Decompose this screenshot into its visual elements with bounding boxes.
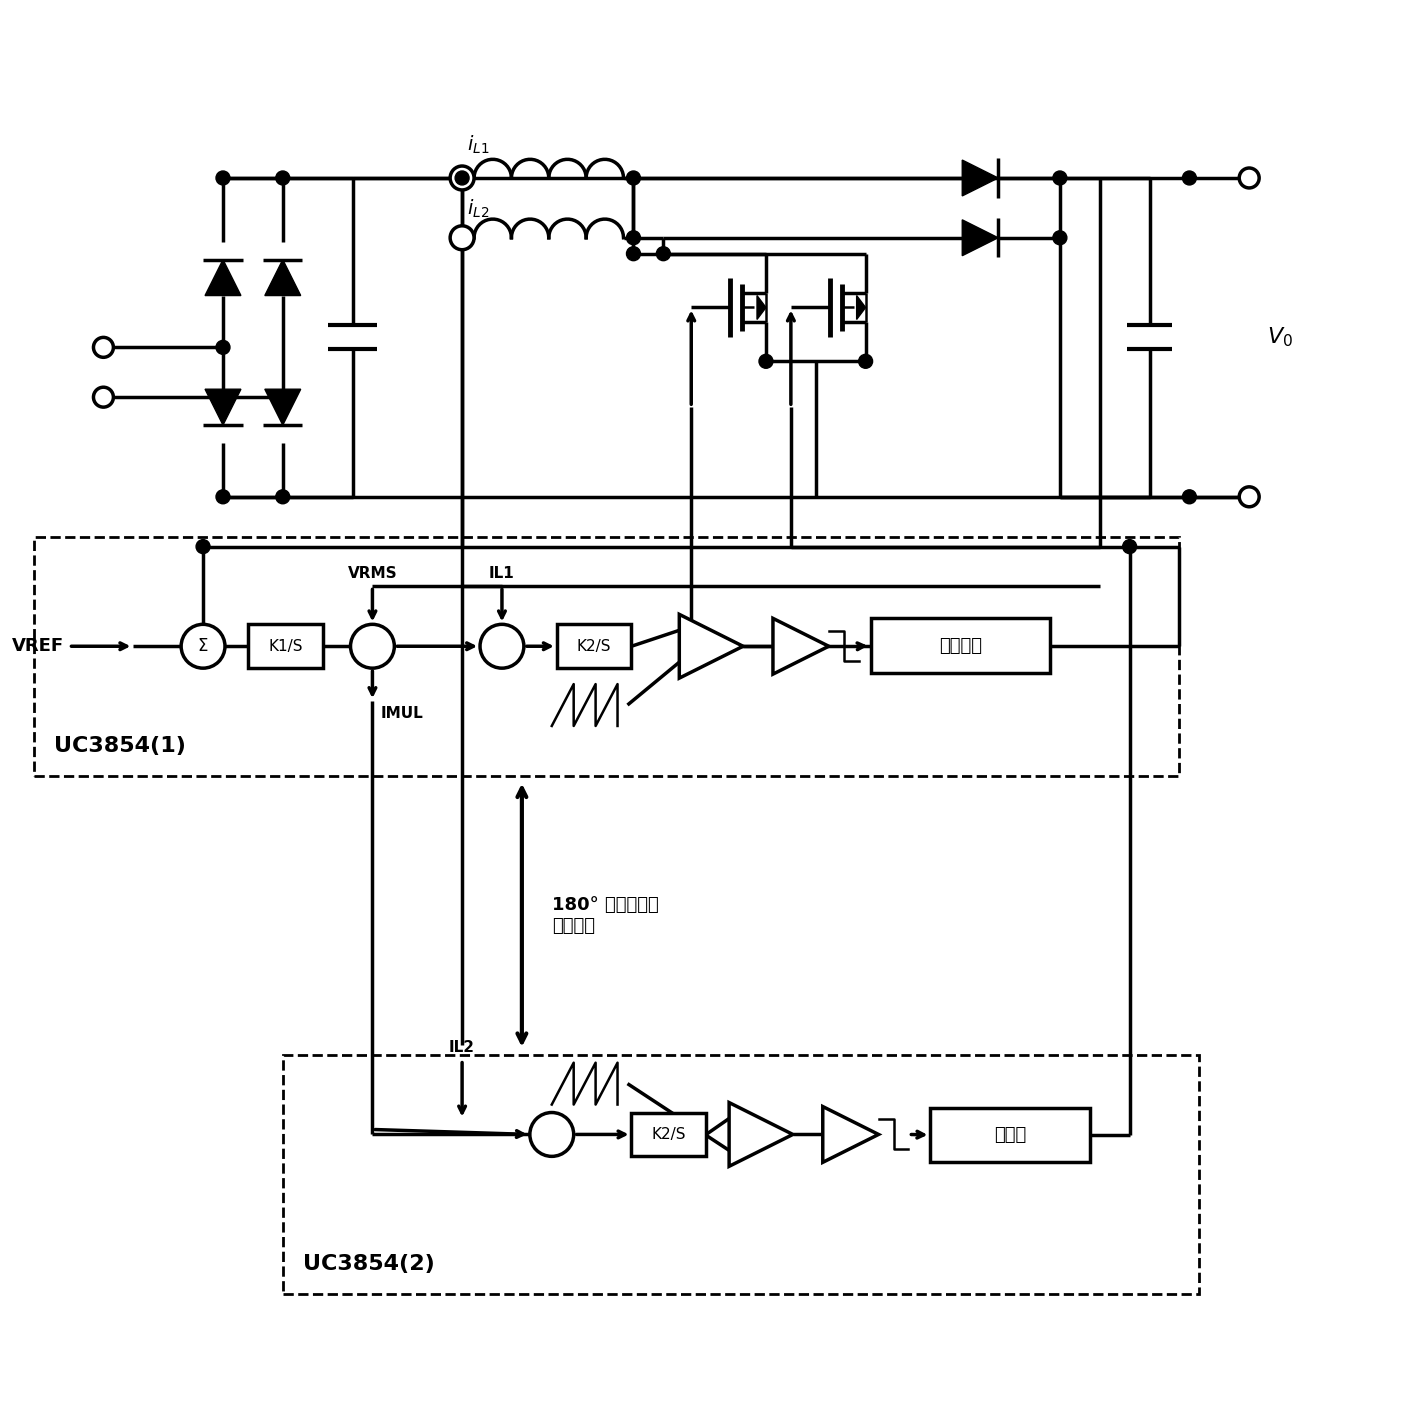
Bar [283, 1055, 1199, 1293]
Text: $i_{L1}$: $i_{L1}$ [467, 134, 490, 155]
Circle shape [626, 171, 640, 185]
Text: UC3854(2): UC3854(2) [303, 1253, 435, 1273]
Circle shape [93, 388, 114, 408]
Text: $\Sigma$: $\Sigma$ [197, 637, 208, 655]
Text: 180° 相移的同步
脉冲信号: 180° 相移的同步 脉冲信号 [552, 896, 658, 934]
Circle shape [454, 171, 469, 185]
Circle shape [217, 341, 229, 354]
Circle shape [858, 354, 872, 368]
Polygon shape [729, 1102, 794, 1166]
Polygon shape [757, 295, 765, 319]
Circle shape [758, 354, 772, 368]
Circle shape [276, 171, 290, 185]
Text: VREF: VREF [11, 637, 63, 655]
Text: $i_{L2}$: $i_{L2}$ [467, 198, 490, 220]
Circle shape [1123, 539, 1137, 553]
Circle shape [217, 489, 229, 503]
Bar [34, 536, 1179, 776]
Text: 驱动电路: 驱动电路 [938, 637, 982, 655]
Text: UC3854(1): UC3854(1) [53, 736, 186, 756]
Circle shape [1182, 171, 1196, 185]
Circle shape [217, 171, 229, 185]
Circle shape [450, 225, 474, 250]
Text: IMUL: IMUL [380, 706, 424, 722]
Circle shape [1052, 171, 1067, 185]
Circle shape [480, 625, 523, 669]
Bar [930, 1108, 1090, 1162]
Polygon shape [265, 389, 301, 425]
Circle shape [454, 231, 469, 245]
Circle shape [626, 247, 640, 261]
Text: VRMS: VRMS [348, 566, 397, 582]
Circle shape [657, 247, 670, 261]
Circle shape [276, 391, 290, 404]
Circle shape [450, 165, 474, 190]
Text: IL2: IL2 [449, 1040, 476, 1055]
Bar [557, 625, 632, 669]
Circle shape [1240, 168, 1259, 188]
Circle shape [196, 539, 210, 553]
Circle shape [182, 625, 225, 669]
Bar [871, 619, 1050, 673]
Polygon shape [680, 615, 743, 679]
Polygon shape [772, 619, 829, 674]
Bar [632, 1112, 706, 1156]
Circle shape [530, 1112, 574, 1156]
Text: K1/S: K1/S [267, 639, 303, 653]
Circle shape [1052, 231, 1067, 245]
Polygon shape [205, 389, 241, 425]
Polygon shape [857, 295, 865, 319]
Circle shape [93, 338, 114, 358]
Bar [248, 625, 322, 669]
Circle shape [350, 625, 394, 669]
Polygon shape [265, 260, 301, 295]
Circle shape [1182, 489, 1196, 503]
Text: K2/S: K2/S [651, 1127, 687, 1142]
Polygon shape [962, 220, 998, 255]
Text: 驱动器: 驱动器 [993, 1127, 1026, 1144]
Text: K2/S: K2/S [577, 639, 612, 653]
Circle shape [276, 489, 290, 503]
Text: IL1: IL1 [490, 566, 515, 582]
Circle shape [626, 231, 640, 245]
Circle shape [1240, 486, 1259, 506]
Polygon shape [962, 160, 998, 195]
Text: $V_0$: $V_0$ [1268, 325, 1293, 349]
Polygon shape [205, 260, 241, 295]
Polygon shape [823, 1107, 878, 1162]
